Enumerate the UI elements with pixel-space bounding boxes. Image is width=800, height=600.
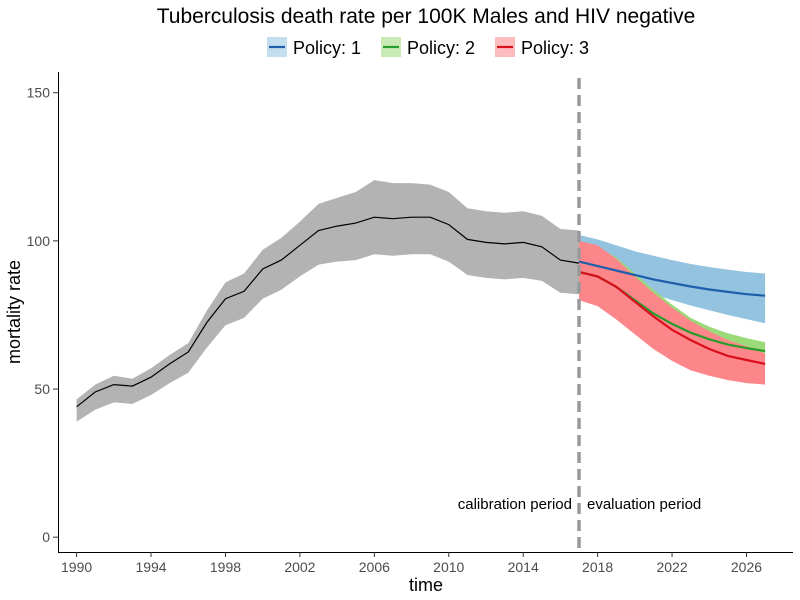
chart-legend: Policy: 1 Policy: 2 Policy: 3: [267, 37, 589, 58]
series-lines: [76, 216, 766, 408]
x-tick-label: 2010: [433, 559, 464, 575]
legend-label: Policy: 3: [521, 38, 589, 58]
y-tick-label: 50: [34, 381, 50, 397]
policy-1-band: [579, 235, 766, 324]
legend-item-policy-1: Policy: 1: [267, 37, 361, 58]
calibration-period-label: calibration period: [458, 496, 572, 513]
legend-item-policy-3: Policy: 3: [495, 37, 589, 58]
y-ticks: 0 50 100 150: [27, 85, 58, 545]
y-tick-label: 150: [27, 85, 51, 101]
policy-1-line: [578, 260, 766, 297]
y-axis-title: mortality rate: [4, 260, 24, 364]
axes: 1990 1994 1998 2002 2006 2010 2014 2018 2022 2026…: [27, 72, 793, 575]
x-tick-label: 2026: [731, 559, 762, 575]
evaluation-period-label: evaluation period: [587, 496, 701, 513]
legend-label: Policy: 2: [407, 38, 475, 58]
x-tick-label: 2018: [582, 559, 613, 575]
y-tick-label: 0: [42, 529, 50, 545]
x-tick-label: 2002: [284, 559, 315, 575]
x-tick-label: 1994: [135, 559, 166, 575]
x-tick-label: 2006: [359, 559, 390, 575]
x-tick-label: 1998: [210, 559, 241, 575]
calibration-line: [76, 216, 580, 408]
legend-item-policy-2: Policy: 2: [381, 37, 475, 58]
x-tick-label: 1990: [61, 559, 92, 575]
x-axis-title: time: [409, 575, 443, 595]
x-tick-label: 2014: [508, 559, 539, 575]
policy-3-band: [579, 240, 766, 385]
plot-area: [76, 78, 766, 552]
legend-label: Policy: 1: [293, 38, 361, 58]
chart-title: Tuberculosis death rate per 100K Males a…: [157, 5, 696, 28]
calibration-band: [76, 180, 579, 422]
y-tick-label: 100: [27, 233, 51, 249]
x-ticks: 1990 1994 1998 2002 2006 2010 2014 2018 2022 2026: [61, 552, 762, 575]
x-tick-label: 2022: [656, 559, 687, 575]
confidence-bands: [76, 180, 766, 422]
policy-3-line: [578, 270, 766, 365]
